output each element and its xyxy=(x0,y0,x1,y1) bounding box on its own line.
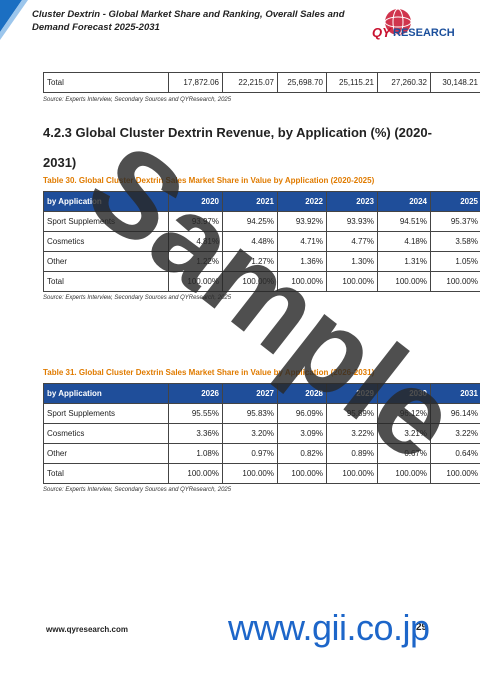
column-header: 2026 xyxy=(168,383,223,404)
table-cell: Other xyxy=(43,443,169,464)
table-cell: 100.00% xyxy=(326,463,378,484)
data-table: by Application 2026 2027 2028 2029 2030 2031 Sp… xyxy=(43,383,480,484)
corner-decoration xyxy=(0,0,28,40)
table-cell: 100.00% xyxy=(222,463,278,484)
column-header: 2023 xyxy=(326,191,378,212)
table-cell: 0.64% xyxy=(430,443,480,464)
table-row: Cosmetics 3.36% 3.20% 3.09% 3.22% 3.21% 3.22% xyxy=(43,423,480,444)
footer-url: www.qyresearch.com xyxy=(46,625,128,634)
header-row: by Application 2020 2021 2022 2023 2024 2025 xyxy=(43,191,480,212)
column-header: by Application xyxy=(43,383,169,404)
table-caption: Table 31. Global Cluster Dextrin Sales M… xyxy=(43,368,375,377)
column-header: 2031 xyxy=(430,383,480,404)
header-row: by Application 2026 2027 2028 2029 2030 2031 xyxy=(43,383,480,404)
table-row: Sport Supplements 93.97% 94.25% 93.92% 93.93… xyxy=(43,211,480,232)
column-header: 2022 xyxy=(277,191,327,212)
table-cell: 1.08% xyxy=(168,443,223,464)
table-cell: 1.05% xyxy=(430,251,480,272)
table-cell: 100.00% xyxy=(377,463,431,484)
table-cell: 3.20% xyxy=(222,423,278,444)
column-header: 2021 xyxy=(222,191,278,212)
table-cell: 3.36% xyxy=(168,423,223,444)
table-cell: Cosmetics xyxy=(43,423,169,444)
table-cell: 0.97% xyxy=(222,443,278,464)
table-cell: 0.82% xyxy=(277,443,327,464)
source-note: Source: Experts Interview, Secondary Sou… xyxy=(43,487,232,493)
table-cell: 93.93% xyxy=(326,211,378,232)
data-table: Total 17,872.06 22,215.07 25,698.70 25,115.2… xyxy=(43,72,480,93)
logo-qy: QY xyxy=(372,25,391,40)
table-cell: 95.83% xyxy=(222,403,278,424)
table-cell: Sport Supplements xyxy=(43,403,169,424)
table-row: Sport Supplements 95.55% 95.83% 96.09% 95.89… xyxy=(43,403,480,424)
table-row: Total 100.00% 100.00% 100.00% 100.00% 100.00%… xyxy=(43,271,480,292)
table-cell: 22,215.07 xyxy=(222,72,278,93)
logo-globe xyxy=(384,8,412,36)
table-cell: Total xyxy=(43,72,169,93)
table-cell: 4.18% xyxy=(377,231,431,252)
table-cell: 100.00% xyxy=(377,271,431,292)
table-cell: Total xyxy=(43,271,169,292)
table-cell: 95.55% xyxy=(168,403,223,424)
source-note: Source: Experts Interview, Secondary Sou… xyxy=(43,97,232,103)
column-header: by Application xyxy=(43,191,169,212)
table-cell: 3.58% xyxy=(430,231,480,252)
table-cell: 27,260.32 xyxy=(377,72,431,93)
section-heading: 4.2.3 Global Cluster Dextrin Revenue, by… xyxy=(43,125,432,170)
table-cell: 4.77% xyxy=(326,231,378,252)
column-header: 2028 xyxy=(277,383,327,404)
table-cell: 25,115.21 xyxy=(326,72,378,93)
column-header: 2024 xyxy=(377,191,431,212)
column-header: 2020 xyxy=(168,191,223,212)
watermark-site: www.gii.co.jp xyxy=(228,607,430,648)
column-header: 2029 xyxy=(326,383,378,404)
document-title: Cluster Dextrin - Global Market Share an… xyxy=(32,9,345,33)
source-note: Source: Experts Interview, Secondary Sou… xyxy=(43,295,232,301)
table-block: Table 31. Global Cluster Dextrin Sales M… xyxy=(43,368,480,493)
table-cell: 25,698.70 xyxy=(277,72,327,93)
table-caption: Table 30. Global Cluster Dextrin Sales M… xyxy=(43,176,375,185)
data-table: by Application 2020 2021 2022 2023 2024 2025 Sp… xyxy=(43,191,480,292)
table-cell: 100.00% xyxy=(222,271,278,292)
table-row: Other 1.08% 0.97% 0.82% 0.89% 0.67% 0.64% xyxy=(43,443,480,464)
table-cell: 94.51% xyxy=(377,211,431,232)
table-cell: 100.00% xyxy=(430,271,480,292)
table-cell: 100.00% xyxy=(168,463,223,484)
column-header: 2027 xyxy=(222,383,278,404)
table-cell: Total xyxy=(43,463,169,484)
table-cell: 30,148.21 xyxy=(430,72,480,93)
page-number: 29 xyxy=(416,622,428,633)
table-cell: 1.31% xyxy=(377,251,431,272)
table-cell: 100.00% xyxy=(430,463,480,484)
top-table: Total 17,872.06 22,215.07 25,698.70 25,115.2… xyxy=(43,72,480,93)
table-cell: 3.09% xyxy=(277,423,327,444)
column-header: 2025 xyxy=(430,191,480,212)
table-row: Cosmetics 4.81% 4.48% 4.71% 4.77% 4.18% 3.58% xyxy=(43,231,480,252)
table-cell: 95.37% xyxy=(430,211,480,232)
table-cell: 100.00% xyxy=(277,463,327,484)
table-row: Other 1.22% 1.27% 1.36% 1.30% 1.31% 1.05% xyxy=(43,251,480,272)
table-row: Total 100.00% 100.00% 100.00% 100.00% 100.00%… xyxy=(43,463,480,484)
table-block: Table 30. Global Cluster Dextrin Sales M… xyxy=(43,176,480,301)
table-row: Total 17,872.06 22,215.07 25,698.70 25,115.2… xyxy=(43,72,480,93)
table-cell: 17,872.06 xyxy=(168,72,223,93)
logo-research: RESEARCH xyxy=(393,27,455,39)
logo: QY RESEARCH xyxy=(366,6,476,46)
